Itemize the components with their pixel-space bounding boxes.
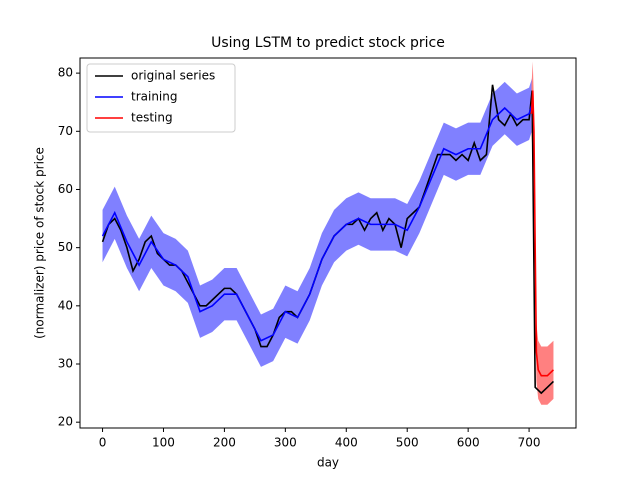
x-tick-label: 200 [213, 436, 236, 450]
y-tick-label: 60 [58, 182, 73, 196]
series-line [530, 90, 555, 377]
confidence-band [102, 76, 533, 367]
legend-box [86, 63, 236, 133]
x-tick-label: 0 [99, 436, 107, 450]
x-tick-label: 100 [152, 436, 175, 450]
plot-frame [79, 57, 577, 429]
x-axis-label: day [317, 456, 339, 470]
y-tick-label: 50 [58, 240, 73, 254]
series-line [101, 101, 534, 342]
x-tick-label: 600 [457, 436, 480, 450]
legend-label: testing [131, 111, 173, 125]
chart-title: Using LSTM to predict stock price [211, 35, 445, 51]
legend-label: training [131, 90, 178, 104]
y-tick-label: 20 [58, 415, 73, 429]
y-axis-label: (normalizer) price of stock price [33, 147, 47, 339]
confidence-band [531, 61, 554, 405]
y-tick-label: 30 [58, 357, 73, 371]
legend-label: original series [131, 69, 215, 83]
x-tick-label: 400 [335, 436, 358, 450]
x-tick-label: 700 [518, 436, 541, 450]
x-tick-label: 300 [274, 436, 297, 450]
y-tick-label: 70 [58, 124, 73, 138]
x-tick-label: 500 [396, 436, 419, 450]
y-tick-label: 40 [58, 298, 73, 312]
y-tick-label: 80 [58, 66, 73, 80]
